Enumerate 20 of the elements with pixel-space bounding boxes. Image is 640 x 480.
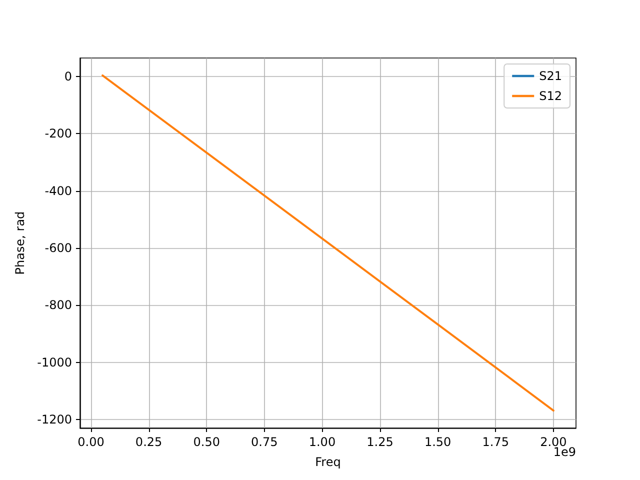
y-axis-title: Phase, rad <box>13 211 28 275</box>
x-tick-label: 1.25 <box>366 435 394 449</box>
x-tick-label: 1.50 <box>424 435 452 449</box>
x-tick-label: 0.50 <box>193 435 220 449</box>
y-tick-label: -400 <box>44 184 72 198</box>
x-tick-label: 0.00 <box>78 435 104 449</box>
y-tick-label: -800 <box>44 298 72 312</box>
x-tick-label: 1.75 <box>482 435 510 449</box>
y-tick-label: -1000 <box>37 355 72 370</box>
x-tick-label: 1.00 <box>308 435 336 449</box>
y-tick-label: -600 <box>44 241 72 256</box>
y-tick-label: 0 <box>64 69 72 84</box>
text: 1e9 <box>553 445 576 459</box>
x-tick-label: 0.75 <box>251 435 278 449</box>
legend-label: S21 <box>539 69 562 83</box>
x-axis-title: Freq <box>315 455 341 469</box>
y-tick-label: -1200 <box>37 412 72 427</box>
y-tick-label: -200 <box>44 126 72 141</box>
x-tick-label: 0.25 <box>135 435 162 449</box>
legend-label: S12 <box>539 89 562 103</box>
